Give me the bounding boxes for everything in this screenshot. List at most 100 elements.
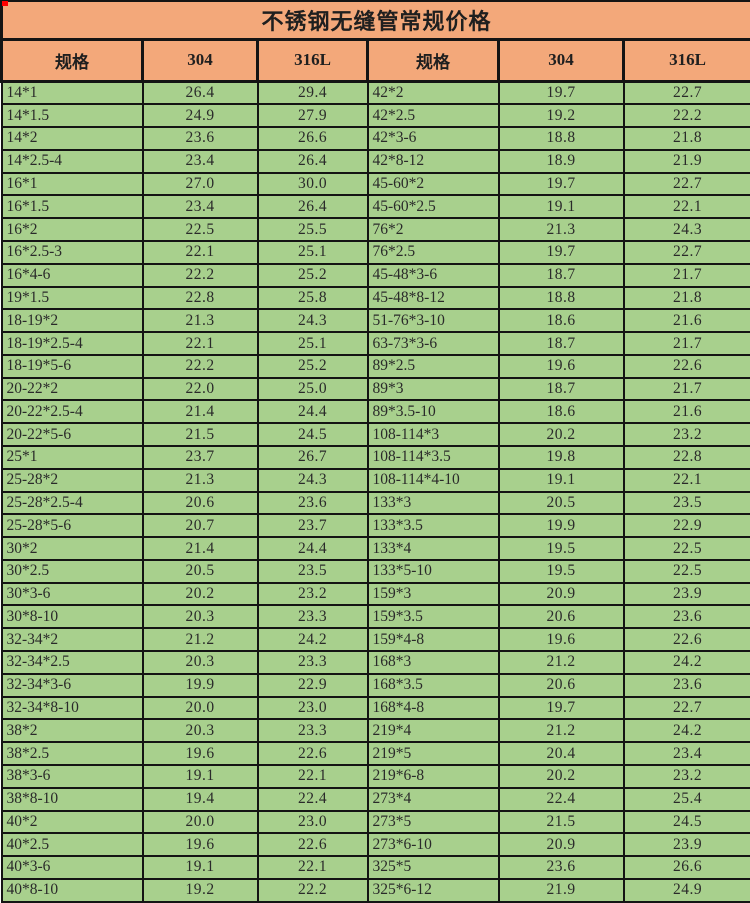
price-cell: 18.7: [497, 331, 625, 356]
price-cell: 20.9: [497, 581, 625, 607]
table-row: 30*8-10 20.3 23.3 159*3.5 20.6 23.6: [0, 604, 750, 630]
spec-cell: 38*2.5: [0, 741, 144, 766]
spec-cell: 16*1: [0, 171, 144, 197]
price-cell: 19.7: [497, 79, 625, 106]
price-cell: 26.7: [256, 445, 369, 470]
spec-cell: 18-19*5-6: [0, 353, 144, 379]
price-cell: 21.2: [141, 627, 259, 653]
price-cell: 19.1: [497, 467, 625, 493]
spec-cell: 20-22*5-6: [0, 422, 144, 448]
price-cell: 20.2: [497, 763, 625, 789]
column-header-spec-right: 规格: [366, 37, 500, 83]
spec-cell: 16*2: [0, 217, 144, 242]
price-cell: 19.7: [497, 239, 625, 265]
price-cell: 22.7: [622, 171, 750, 197]
spec-cell: 45-60*2.5: [366, 194, 500, 220]
price-cell: 24.4: [256, 536, 369, 561]
spec-cell: 40*8-10: [0, 877, 144, 903]
table-row: 38*2 20.3 23.3 219*4 21.2 24.2: [0, 718, 750, 744]
price-cell: 25.4: [622, 786, 750, 812]
header-row: 规格 304 316L 规格 304 316L: [0, 37, 750, 83]
table-row: 16*1 27.0 30.0 45-60*2 19.7 22.7: [0, 171, 750, 197]
spec-cell: 32-34*8-10: [0, 695, 144, 721]
price-cell: 21.3: [141, 467, 259, 493]
spec-cell: 19*1.5: [0, 285, 144, 311]
price-cell: 21.9: [497, 877, 625, 903]
price-cell: 19.6: [141, 832, 259, 858]
price-cell: 20.9: [497, 832, 625, 858]
table-row: 14*1.5 24.9 27.9 42*2.5 19.2 22.2: [0, 103, 750, 129]
price-cell: 23.2: [622, 422, 750, 448]
price-cell: 22.6: [622, 353, 750, 379]
table-row: 32-34*3-6 19.9 22.9 168*3.5 20.6 23.6: [0, 672, 750, 698]
spec-cell: 45-48*8-12: [366, 285, 500, 311]
price-cell: 25.8: [256, 285, 369, 311]
price-cell: 22.6: [622, 627, 750, 653]
price-cell: 23.6: [141, 126, 259, 151]
price-cell: 22.1: [256, 763, 369, 789]
spec-cell: 76*2.5: [366, 239, 500, 265]
price-cell: 19.8: [497, 445, 625, 470]
price-cell: 22.1: [141, 331, 259, 356]
spec-cell: 168*4-8: [366, 695, 500, 721]
table-row: 30*2 21.4 24.4 133*4 19.5 22.5: [0, 536, 750, 561]
price-cell: 22.2: [141, 262, 259, 288]
spec-cell: 133*3: [366, 490, 500, 516]
table-row: 40*8-10 19.2 22.2 325*6-12 21.9 24.9: [0, 877, 750, 903]
table-row: 40*3-6 19.1 22.1 325*5 23.6 26.6: [0, 855, 750, 880]
price-cell: 20.6: [497, 604, 625, 630]
price-cell: 22.2: [256, 877, 369, 903]
price-cell: 27.0: [141, 171, 259, 197]
price-cell: 21.9: [622, 148, 750, 174]
spec-cell: 40*2.5: [0, 832, 144, 858]
price-cell: 19.6: [497, 627, 625, 653]
price-cell: 20.3: [141, 718, 259, 744]
spec-cell: 16*2.5-3: [0, 239, 144, 265]
price-cell: 25.5: [256, 217, 369, 242]
price-cell: 23.5: [256, 558, 369, 584]
price-cell: 19.9: [497, 513, 625, 539]
spec-cell: 14*2: [0, 126, 144, 151]
table-row: 40*2.5 19.6 22.6 273*6-10 20.9 23.9: [0, 832, 750, 858]
price-cell: 21.5: [497, 809, 625, 835]
table-row: 32-34*2 21.2 24.2 159*4-8 19.6 22.6: [0, 627, 750, 653]
table-row: 14*2.5-4 23.4 26.4 42*8-12 18.9 21.9: [0, 148, 750, 174]
table-row: 16*2 22.5 25.5 76*2 21.3 24.3: [0, 217, 750, 242]
spec-cell: 16*4-6: [0, 262, 144, 288]
price-cell: 20.0: [141, 809, 259, 835]
price-cell: 18.6: [497, 399, 625, 425]
price-cell: 23.9: [622, 832, 750, 858]
spec-cell: 30*2.5: [0, 558, 144, 584]
price-cell: 21.2: [497, 718, 625, 744]
spec-cell: 42*3-6: [366, 126, 500, 151]
spec-cell: 42*2.5: [366, 103, 500, 129]
table-row: 18-19*2 21.3 24.3 51-76*3-10 18.6 21.6: [0, 308, 750, 334]
price-cell: 24.3: [256, 308, 369, 334]
spec-cell: 42*8-12: [366, 148, 500, 174]
spec-cell: 219*5: [366, 741, 500, 766]
spec-cell: 14*1: [0, 79, 144, 106]
spec-cell: 14*2.5-4: [0, 148, 144, 174]
price-cell: 23.6: [497, 855, 625, 880]
price-cell: 20.3: [141, 604, 259, 630]
price-cell: 23.7: [141, 445, 259, 470]
spec-cell: 159*4-8: [366, 627, 500, 653]
price-cell: 20.2: [497, 422, 625, 448]
title-row: 不锈钢无缝管常规价格: [0, 0, 750, 41]
spec-cell: 38*2: [0, 718, 144, 744]
spec-cell: 168*3.5: [366, 672, 500, 698]
spec-cell: 25*1: [0, 445, 144, 470]
price-cell: 21.4: [141, 399, 259, 425]
price-cell: 20.7: [141, 513, 259, 539]
price-cell: 19.2: [497, 103, 625, 129]
price-cell: 22.1: [141, 239, 259, 265]
spec-cell: 76*2: [366, 217, 500, 242]
spec-cell: 25-28*2: [0, 467, 144, 493]
price-cell: 22.7: [622, 239, 750, 265]
table-row: 30*3-6 20.2 23.2 159*3 20.9 23.9: [0, 581, 750, 607]
price-cell: 25.1: [256, 331, 369, 356]
spec-cell: 32-34*3-6: [0, 672, 144, 698]
price-cell: 22.8: [622, 445, 750, 470]
table-row: 38*3-6 19.1 22.1 219*6-8 20.2 23.2: [0, 763, 750, 789]
price-cell: 22.1: [622, 194, 750, 220]
